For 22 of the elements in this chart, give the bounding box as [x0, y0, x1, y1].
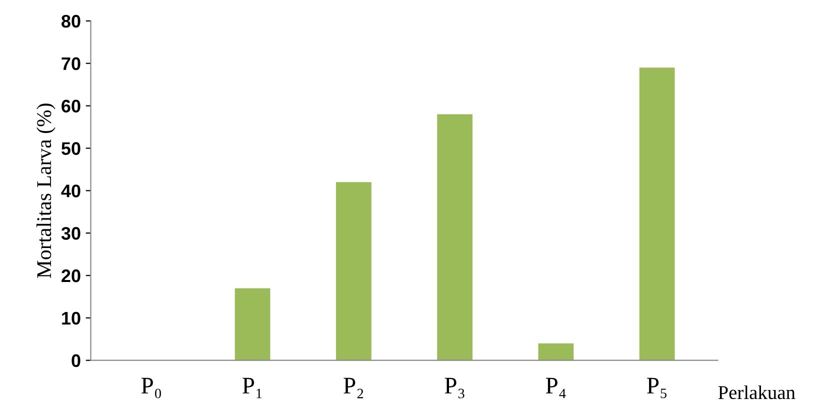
- x-tick-label: P₄: [546, 378, 566, 398]
- y-tick-label: 70: [62, 57, 80, 70]
- x-tick-label: P₃: [444, 378, 464, 398]
- x-tick-label: P₅: [647, 378, 666, 398]
- y-axis-title: Mortalitas Larva (%): [36, 104, 56, 278]
- y-tick-label: 10: [62, 312, 80, 325]
- x-tick-label: P₀: [141, 378, 161, 398]
- bar: [538, 343, 574, 360]
- x-axis-title: Perlakuan: [718, 385, 796, 400]
- y-tick-label: 30: [61, 227, 80, 240]
- y-tick-label: 50: [62, 142, 80, 155]
- y-tick-label: 60: [62, 100, 80, 113]
- y-tick-label: 40: [61, 184, 80, 198]
- y-tick-label: 80: [62, 14, 80, 28]
- y-tick-label: 0: [72, 354, 80, 368]
- x-tick-label: P₁: [242, 378, 262, 398]
- y-tick-label: 20: [62, 269, 80, 282]
- x-tick-label: P₂: [344, 378, 364, 398]
- bar: [336, 182, 372, 360]
- bar: [639, 68, 675, 360]
- bar: [437, 114, 473, 360]
- bar: [234, 288, 270, 360]
